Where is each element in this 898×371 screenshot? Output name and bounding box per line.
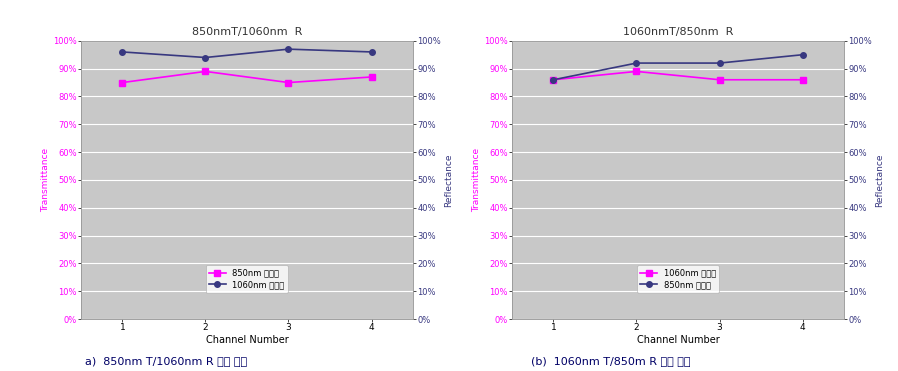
Text: a)  850nm T/1060nm R 측정 결과: a) 850nm T/1060nm R 측정 결과 [85,355,247,365]
Y-axis label: Reflectance: Reflectance [444,153,453,207]
X-axis label: Channel Number: Channel Number [206,335,288,345]
Y-axis label: Reflectance: Reflectance [875,153,884,207]
Legend: 1060nm 투과율, 850nm 반사율: 1060nm 투과율, 850nm 반사율 [637,266,719,293]
Legend: 850nm 투과율, 1060nm 반사율: 850nm 투과율, 1060nm 반사율 [206,266,288,293]
Text: (b)  1060nm T/850m R 측정 결과: (b) 1060nm T/850m R 측정 결과 [531,355,691,365]
Title: 850nmT/1060nm  R: 850nmT/1060nm R [192,27,302,37]
Title: 1060nmT/850nm  R: 1060nmT/850nm R [623,27,733,37]
Y-axis label: Transmittance: Transmittance [472,148,481,212]
X-axis label: Channel Number: Channel Number [637,335,719,345]
Y-axis label: Transmittance: Transmittance [41,148,50,212]
